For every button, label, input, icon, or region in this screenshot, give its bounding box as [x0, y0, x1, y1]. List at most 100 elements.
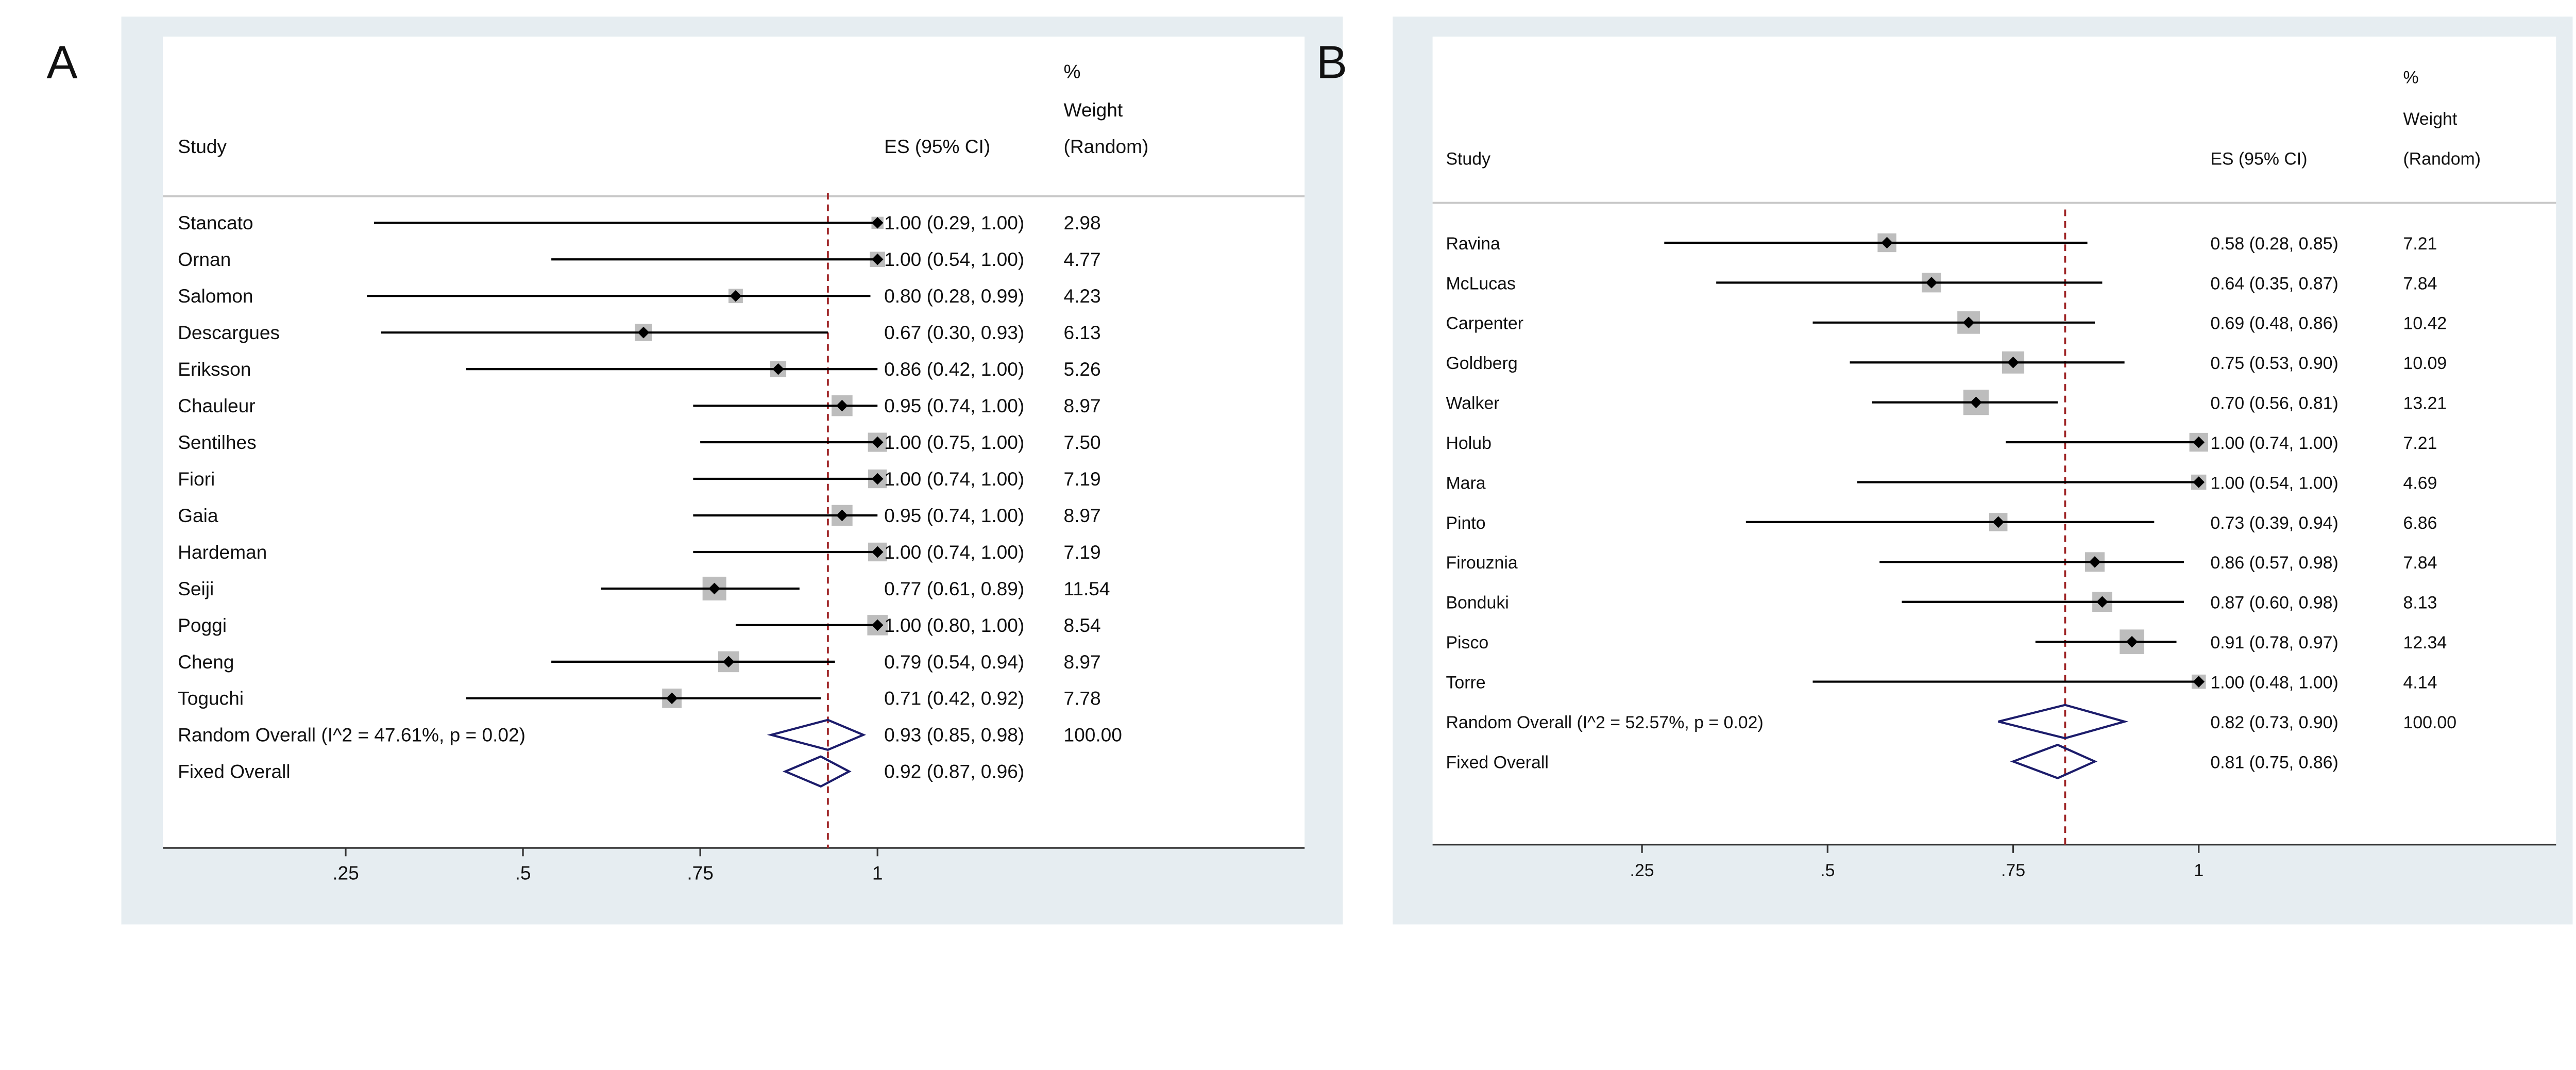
- effect-size-ci: 0.79 (0.54, 0.94): [884, 651, 1024, 673]
- overall-label: Fixed Overall: [178, 761, 290, 782]
- point-estimate-marker: [871, 216, 884, 229]
- header-es: ES (95% CI): [884, 136, 990, 157]
- study-row: Holub 1.00 (0.74, 1.00) 7.21: [1446, 432, 2437, 453]
- effect-size-ci: 0.75 (0.53, 0.90): [2210, 354, 2338, 373]
- study-name: Stancato: [178, 212, 253, 233]
- study-weight: 4.23: [1064, 285, 1101, 307]
- study-name: Fiori: [178, 468, 215, 490]
- effect-size-ci: 0.70 (0.56, 0.81): [2210, 394, 2338, 413]
- effect-size-ci: 1.00 (0.48, 1.00): [2210, 673, 2338, 692]
- effect-size-ci: 1.00 (0.80, 1.00): [884, 614, 1024, 636]
- study-row: Chauleur 0.95 (0.74, 1.00) 8.97: [178, 395, 1101, 416]
- panel-label: B: [1316, 37, 1347, 89]
- effect-size-ci: 0.91 (0.78, 0.97): [2210, 633, 2338, 653]
- study-weight: 12.34: [2403, 633, 2447, 653]
- effect-size-ci: 0.86 (0.57, 0.98): [2210, 553, 2338, 573]
- study-row: Fiori 1.00 (0.74, 1.00) 7.19: [178, 468, 1101, 490]
- forest-plot-figure: A Study ES (95% CI)% Weight (Random) .25 .5 .75…: [46, 16, 2573, 925]
- study-name: Ornan: [178, 248, 231, 270]
- header-es: ES (95% CI): [2210, 149, 2307, 169]
- study-weight: 6.86: [2403, 513, 2437, 533]
- header-weight-line: Weight: [2403, 109, 2458, 129]
- overall-effect-size-ci: 0.92 (0.87, 0.96): [884, 761, 1024, 782]
- study-name: Walker: [1446, 394, 1499, 413]
- study-row: Pinto 0.73 (0.39, 0.94) 6.86: [1446, 513, 2437, 533]
- overall-weight: 100.00: [1064, 724, 1122, 746]
- study-name: Toguchi: [178, 688, 244, 709]
- study-name: Chauleur: [178, 395, 255, 416]
- header-weight-line: %: [1064, 61, 1081, 82]
- study-row: McLucas 0.64 (0.35, 0.87) 7.84: [1446, 273, 2437, 293]
- x-tick-label: 1: [2194, 861, 2204, 880]
- x-tick-label: .75: [2001, 861, 2025, 880]
- study-row: Toguchi 0.71 (0.42, 0.92) 7.78: [178, 688, 1101, 709]
- study-weight: 10.42: [2403, 314, 2447, 333]
- study-name: Mara: [1446, 473, 1485, 493]
- study-row: Mara 1.00 (0.54, 1.00) 4.69: [1446, 473, 2437, 493]
- effect-size-ci: 0.71 (0.42, 0.92): [884, 688, 1024, 709]
- study-weight: 13.21: [2403, 394, 2447, 413]
- header-weight-line: (Random): [1064, 136, 1149, 157]
- overall-effect-size-ci: 0.81 (0.75, 0.86): [2210, 753, 2338, 772]
- study-name: Salomon: [178, 285, 253, 307]
- study-row: Salomon 0.80 (0.28, 0.99) 4.23: [178, 285, 1101, 307]
- study-name: Hardeman: [178, 541, 267, 563]
- study-weight: 8.54: [1064, 614, 1101, 636]
- study-row: Ornan 1.00 (0.54, 1.00) 4.77: [178, 248, 1101, 270]
- effect-size-ci: 0.86 (0.42, 1.00): [884, 358, 1024, 380]
- study-row: Walker 0.70 (0.56, 0.81) 13.21: [1446, 390, 2447, 415]
- study-weight: 7.84: [2403, 553, 2437, 573]
- point-estimate-marker: [1881, 237, 1893, 249]
- effect-size-ci: 1.00 (0.54, 1.00): [884, 248, 1024, 270]
- header-weight-line: Weight: [1064, 99, 1123, 121]
- study-weight: 8.97: [1064, 395, 1101, 416]
- random-overall-row: Random Overall (I^2 = 52.57%, p = 0.02) 0…: [1446, 704, 2456, 740]
- effect-size-ci: 1.00 (0.74, 1.00): [884, 541, 1024, 563]
- study-weight: 8.97: [1064, 651, 1101, 673]
- x-tick-label: .75: [687, 862, 714, 883]
- overall-effect-size-ci: 0.82 (0.73, 0.90): [2210, 713, 2338, 732]
- point-estimate-marker: [871, 619, 884, 631]
- study-weight: 7.50: [1064, 431, 1101, 453]
- study-row: Pisco 0.91 (0.78, 0.97) 12.34: [1446, 629, 2447, 654]
- x-tick-label: .25: [332, 862, 359, 883]
- study-row: Hardeman 1.00 (0.74, 1.00) 7.19: [178, 541, 1101, 563]
- pooled-diamond: [2010, 743, 2098, 779]
- overall-effect-size-ci: 0.93 (0.85, 0.98): [884, 724, 1024, 746]
- study-name: Torre: [1446, 673, 1485, 692]
- study-name: Ravina: [1446, 234, 1500, 254]
- study-name: Cheng: [178, 651, 234, 673]
- study-row: Torre 1.00 (0.48, 1.00) 4.14: [1446, 673, 2437, 692]
- effect-size-ci: 0.67 (0.30, 0.93): [884, 322, 1024, 343]
- study-name: Holub: [1446, 433, 1491, 453]
- point-estimate-marker: [871, 473, 884, 485]
- overall-label: Fixed Overall: [1446, 753, 1548, 772]
- study-row: Seiji 0.77 (0.61, 0.89) 11.54: [178, 576, 1110, 600]
- study-name: Sentilhes: [178, 431, 257, 453]
- effect-size-ci: 0.77 (0.61, 0.89): [884, 578, 1024, 599]
- study-weight: 8.13: [2403, 593, 2437, 613]
- point-estimate-marker: [2089, 556, 2101, 568]
- point-estimate-marker: [2007, 356, 2019, 369]
- random-overall-row: Random Overall (I^2 = 47.61%, p = 0.02) 0…: [178, 718, 1122, 751]
- effect-size-ci: 0.87 (0.60, 0.98): [2210, 593, 2338, 613]
- pooled-diamond: [782, 755, 852, 788]
- study-name: Bonduki: [1446, 593, 1509, 613]
- study-name: Descargues: [178, 322, 280, 343]
- study-row: Descargues 0.67 (0.30, 0.93) 6.13: [178, 322, 1101, 343]
- study-name: McLucas: [1446, 274, 1516, 293]
- study-weight: 4.69: [2403, 473, 2437, 493]
- effect-size-ci: 1.00 (0.75, 1.00): [884, 431, 1024, 453]
- effect-size-ci: 0.73 (0.39, 0.94): [2210, 513, 2338, 533]
- effect-size-ci: 0.58 (0.28, 0.85): [2210, 234, 2338, 254]
- header-study: Study: [178, 136, 227, 157]
- x-tick-label: 1: [872, 862, 883, 883]
- study-weight: 6.13: [1064, 322, 1101, 343]
- study-weight: 5.26: [1064, 358, 1101, 380]
- x-tick-label: .5: [1820, 861, 1835, 880]
- study-weight: 7.78: [1064, 688, 1101, 709]
- study-name: Goldberg: [1446, 354, 1517, 373]
- point-estimate-marker: [1925, 277, 1938, 289]
- effect-size-ci: 1.00 (0.74, 1.00): [884, 468, 1024, 490]
- study-row: Ravina 0.58 (0.28, 0.85) 7.21: [1446, 233, 2437, 254]
